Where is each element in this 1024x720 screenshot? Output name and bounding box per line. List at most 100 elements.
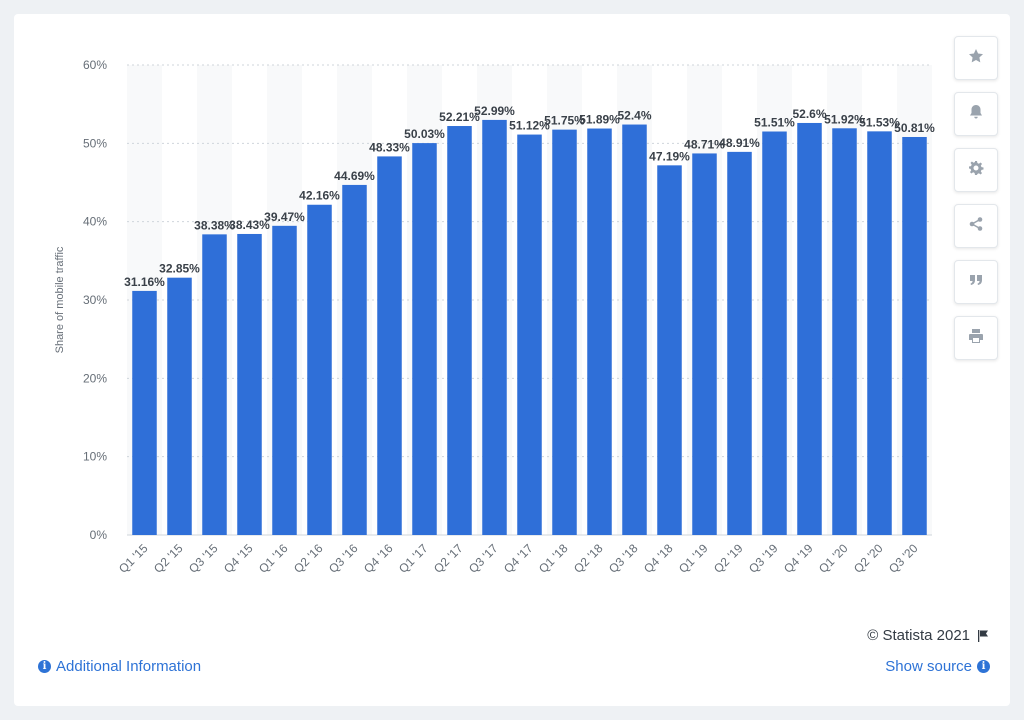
data-label: 51.75%	[544, 114, 585, 128]
data-label: 50.03%	[404, 127, 445, 141]
print-icon	[968, 328, 984, 349]
data-label: 48.91%	[719, 136, 760, 150]
copyright: © Statista 2021	[867, 627, 990, 644]
x-tick-label: Q2 '19	[711, 541, 746, 576]
data-label: 52.4%	[617, 109, 651, 123]
x-tick-label: Q3 '18	[606, 541, 641, 576]
share-button[interactable]	[954, 204, 998, 248]
data-label: 31.16%	[124, 275, 165, 289]
x-tick-label: Q2 '17	[431, 541, 466, 576]
y-tick-label: 0%	[90, 528, 108, 542]
x-tick-label: Q3 '17	[466, 541, 501, 576]
x-tick-label: Q1 '19	[676, 541, 711, 576]
bar	[727, 151, 752, 535]
bar	[132, 290, 157, 535]
info-icon: i	[38, 660, 51, 673]
data-label: 51.92%	[824, 112, 865, 126]
x-tick-label: Q3 '19	[746, 541, 781, 576]
share-icon	[968, 216, 984, 237]
bar	[237, 233, 262, 535]
x-tick-label: Q2 '16	[291, 541, 326, 576]
bar	[762, 131, 787, 535]
x-tick-label: Q1 '15	[116, 541, 151, 576]
x-tick-label: Q2 '18	[571, 541, 606, 576]
data-label: 51.12%	[509, 119, 550, 133]
x-tick-label: Q4 '19	[781, 541, 816, 576]
y-tick-label: 50%	[83, 136, 107, 150]
favorite-button[interactable]	[954, 36, 998, 80]
data-label: 50.81%	[894, 121, 935, 135]
data-label: 48.33%	[369, 140, 410, 154]
show-source-link[interactable]: Show source i	[885, 658, 990, 675]
data-label: 32.85%	[159, 262, 200, 276]
x-tick-label: Q1 '17	[396, 541, 431, 576]
y-tick-label: 10%	[83, 450, 107, 464]
bar	[797, 122, 822, 535]
data-label: 44.69%	[334, 169, 375, 183]
chart-card: 0% 10% 20% 30% 40% 50% 60% Share of mobile traf…	[14, 14, 1010, 706]
bar	[482, 119, 507, 535]
info-icon: i	[977, 660, 990, 673]
x-tick-label: Q2 '15	[151, 541, 186, 576]
x-tick-label: Q1 '18	[536, 541, 571, 576]
bar	[832, 128, 857, 535]
data-label: 51.89%	[579, 113, 620, 127]
settings-button[interactable]	[954, 148, 998, 192]
x-tick-label: Q4 '16	[361, 541, 396, 576]
bar	[657, 165, 682, 535]
data-label: 51.53%	[859, 115, 900, 129]
data-label: 42.16%	[299, 189, 340, 203]
data-label: 51.51%	[754, 116, 795, 130]
bar	[867, 131, 892, 535]
notification-button[interactable]	[954, 92, 998, 136]
bar	[377, 156, 402, 536]
y-axis-label: Share of mobile traffic	[54, 246, 66, 353]
bar-chart: 0% 10% 20% 30% 40% 50% 60% Share of mobile traf…	[54, 58, 935, 576]
print-button[interactable]	[954, 316, 998, 360]
additional-information-label: Additional Information	[56, 658, 202, 675]
bar	[342, 184, 367, 535]
bar	[692, 153, 717, 535]
data-label: 48.71%	[684, 137, 725, 151]
x-tick-label: Q2 '20	[851, 541, 886, 576]
bar	[587, 128, 612, 536]
bar	[202, 234, 227, 535]
copyright-text: © Statista 2021	[867, 627, 970, 644]
bar	[552, 129, 577, 535]
bar	[307, 204, 332, 535]
bar	[902, 136, 927, 535]
gear-icon	[968, 160, 984, 181]
data-label: 38.43%	[229, 218, 270, 232]
flag-icon[interactable]	[976, 629, 990, 643]
x-tick-label: Q3 '15	[186, 541, 221, 576]
x-tick-label: Q4 '15	[221, 541, 256, 576]
bar	[272, 225, 297, 535]
x-tick-label: Q3 '16	[326, 541, 361, 576]
bar	[517, 134, 542, 535]
y-tick-label: 20%	[83, 371, 107, 385]
data-label: 39.47%	[264, 210, 305, 224]
toolbar	[954, 36, 998, 372]
y-tick-label: 60%	[83, 58, 107, 72]
data-label: 52.21%	[439, 110, 480, 124]
chart-area: 0% 10% 20% 30% 40% 50% 60% Share of mobile traf…	[14, 14, 954, 634]
data-label: 38.38%	[194, 218, 235, 232]
star-icon	[968, 48, 984, 69]
show-source-label: Show source	[885, 658, 972, 675]
x-tick-label: Q4 '17	[501, 541, 536, 576]
x-tick-label: Q4 '18	[641, 541, 676, 576]
x-tick-label: Q1 '20	[816, 541, 851, 576]
bar	[412, 143, 437, 535]
data-label: 52.99%	[474, 104, 515, 118]
y-tick-label: 30%	[83, 293, 107, 307]
bar	[447, 126, 472, 535]
y-tick-label: 40%	[83, 215, 107, 229]
x-tick-label: Q1 '16	[256, 541, 291, 576]
data-label: 52.6%	[792, 107, 826, 121]
data-label: 47.19%	[649, 149, 690, 163]
additional-information-link[interactable]: i Additional Information	[38, 658, 201, 675]
bell-icon	[968, 104, 984, 125]
cite-button[interactable]	[954, 260, 998, 304]
x-tick-label: Q3 '20	[886, 541, 921, 576]
bar	[167, 277, 192, 535]
